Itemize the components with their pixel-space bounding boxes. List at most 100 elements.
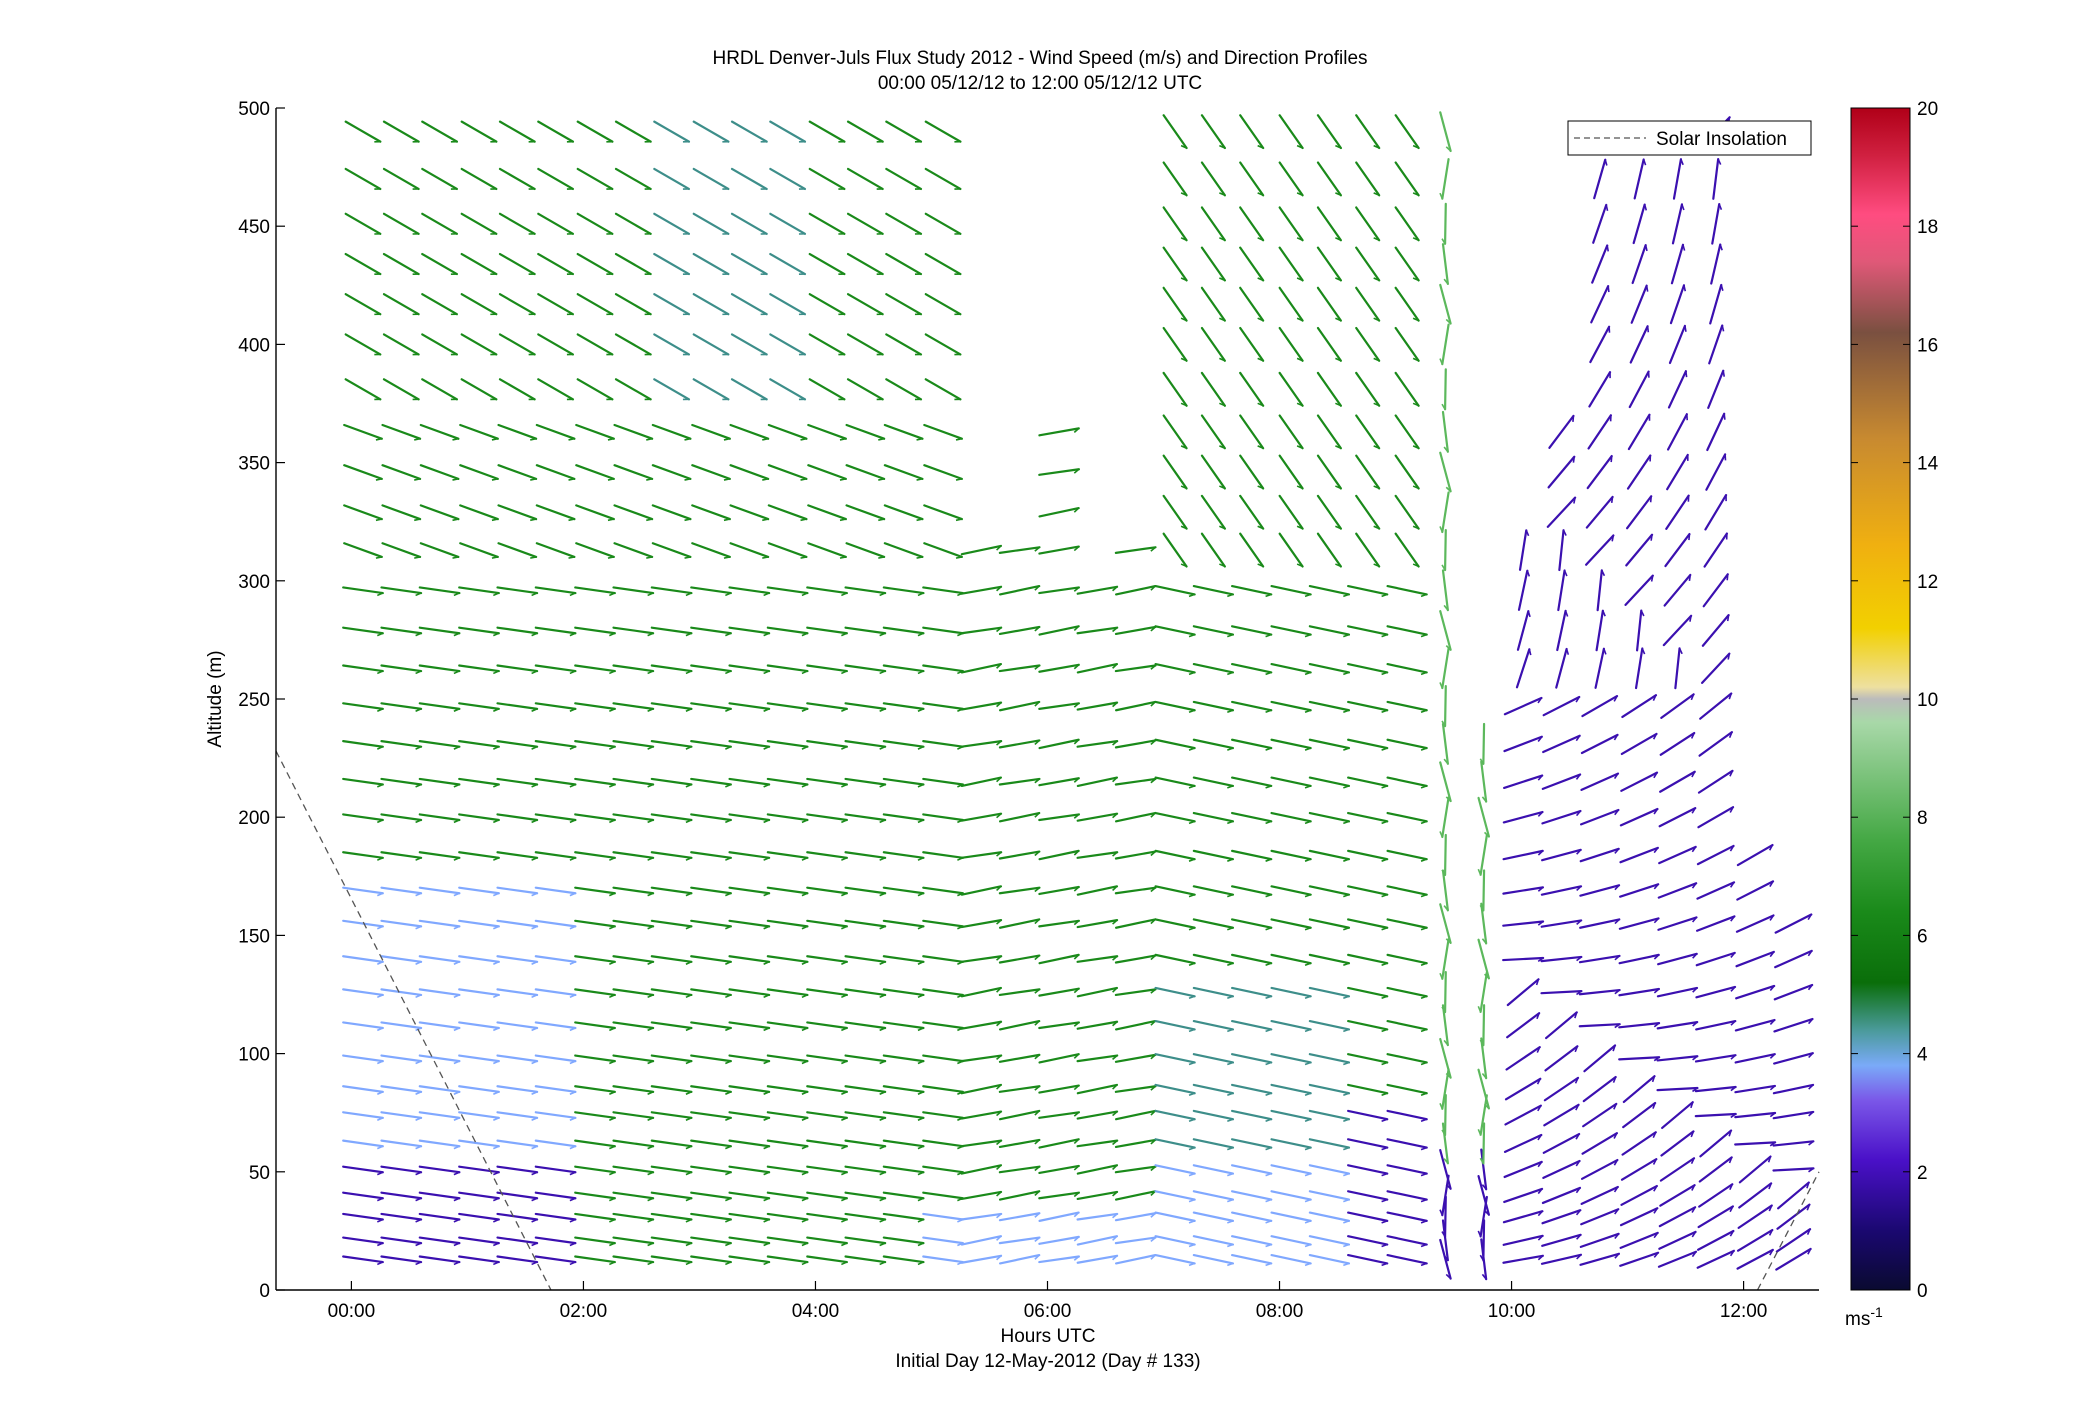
wind-arrow (1394, 206, 1420, 242)
wind-arrow (844, 955, 887, 963)
wind-arrow (1734, 1141, 1777, 1146)
wind-arrow (1671, 203, 1684, 245)
wind-arrow-head (685, 857, 692, 861)
wind-arrow (534, 1236, 577, 1245)
wind-arrow-head (879, 857, 886, 861)
wind-arrow (1347, 1190, 1389, 1201)
wind-arrow-head (1439, 358, 1444, 365)
wind-arrow (496, 988, 539, 997)
wind-arrow (1162, 206, 1188, 242)
wind-arrow (574, 851, 616, 859)
wind-arrow-head (453, 1117, 460, 1121)
wind-arrow (575, 423, 615, 440)
wind-arrow (421, 212, 459, 235)
wind-arrow (1192, 700, 1235, 712)
wind-arrow (651, 542, 692, 559)
wind-arrow-head (1610, 496, 1614, 503)
wind-arrow-head (1227, 1198, 1234, 1203)
wind-arrow (1443, 528, 1447, 572)
wind-arrow (342, 1111, 384, 1119)
wind-arrow-head (531, 745, 538, 750)
wind-arrow-head (1112, 851, 1118, 857)
wind-arrow-head (493, 1145, 500, 1150)
wind-arrow (767, 542, 808, 559)
wind-arrow (1580, 772, 1620, 791)
wind-arrow (1658, 807, 1697, 828)
wind-arrow (998, 954, 1041, 964)
wind-arrow-head (1335, 192, 1342, 197)
wind-arrow (1308, 738, 1351, 750)
wind-arrow (691, 464, 731, 480)
wind-arrow (1355, 114, 1381, 150)
wind-arrow-head (1652, 1131, 1657, 1139)
wind-arrow (883, 423, 924, 440)
wind-arrow-head (879, 745, 886, 750)
wind-arrow (1443, 368, 1447, 411)
wind-arrow (922, 1236, 964, 1245)
wind-arrow-head (763, 1145, 770, 1150)
wind-arrow (769, 120, 807, 143)
wind-arrow (1626, 454, 1652, 490)
wind-arrow-head (841, 1145, 848, 1150)
wind-arrow-head (1481, 796, 1487, 803)
wind-arrow-head (1265, 1118, 1272, 1122)
wind-arrow (534, 1212, 577, 1221)
wind-arrow-head (609, 1145, 616, 1150)
wind-arrow (459, 542, 499, 559)
wind-arrow-head (1373, 237, 1380, 241)
wind-arrow-head (1150, 1110, 1156, 1116)
wind-arrow (844, 626, 887, 635)
wind-arrow-head (1304, 1262, 1311, 1267)
wind-arrow (458, 955, 500, 963)
wind-arrow-head (376, 1218, 384, 1223)
wind-arrow-head (1034, 1190, 1040, 1196)
wind-arrow-head (1381, 633, 1388, 638)
wind-arrow-head (1265, 1220, 1272, 1224)
wind-arrow (960, 919, 1003, 929)
wind-arrow (1386, 1138, 1428, 1149)
wind-arrow (845, 464, 886, 480)
wind-arrow-head (1296, 525, 1303, 530)
wind-arrow-head (1296, 237, 1303, 241)
wind-arrow (1162, 326, 1188, 362)
wind-arrow (844, 886, 887, 895)
wind-arrow-head (1607, 285, 1610, 293)
wind-arrow-head (1381, 1146, 1388, 1151)
wind-arrow (1038, 1053, 1080, 1064)
wind-arrow (728, 1191, 771, 1200)
wind-arrow (922, 664, 964, 673)
wind-arrow (1580, 1158, 1619, 1180)
wind-arrow (1192, 811, 1235, 823)
legend-label: Solar Insolation (1656, 129, 1787, 150)
wind-arrow (1162, 286, 1188, 322)
wind-arrow-head (1420, 1092, 1427, 1096)
wind-arrow (766, 813, 809, 822)
wind-arrow-head (685, 1261, 692, 1266)
wind-arrow (998, 886, 1041, 895)
wind-arrow (342, 955, 384, 963)
wind-arrow-head (1180, 192, 1187, 197)
wind-arrow (1270, 1138, 1312, 1149)
wind-arrow (575, 464, 615, 480)
wind-arrow-head (1445, 1072, 1452, 1079)
wind-arrow-head (1525, 530, 1530, 537)
wind-arrow-head (569, 708, 576, 713)
colorbar-tick-label: 10 (1917, 690, 1938, 711)
wind-arrow (1439, 903, 1452, 944)
wind-arrow (496, 1236, 539, 1245)
wind-arrow-head (1150, 546, 1156, 552)
wind-arrow (690, 851, 732, 859)
wind-arrow-head (1420, 858, 1427, 862)
wind-arrow (729, 423, 770, 440)
wind-arrow-head (452, 478, 459, 481)
wind-arrow (459, 423, 499, 440)
wind-arrow-head (841, 961, 848, 965)
wind-arrow (1579, 1232, 1620, 1248)
wind-arrow (1386, 1190, 1428, 1201)
wind-arrow (1736, 1248, 1774, 1270)
wind-arrow-head (725, 961, 732, 965)
wind-arrow-head (1112, 740, 1118, 746)
wind-arrow-head (763, 1197, 770, 1202)
wind-arrow-head (1073, 1255, 1080, 1261)
wind-arrow-head (725, 1117, 732, 1121)
